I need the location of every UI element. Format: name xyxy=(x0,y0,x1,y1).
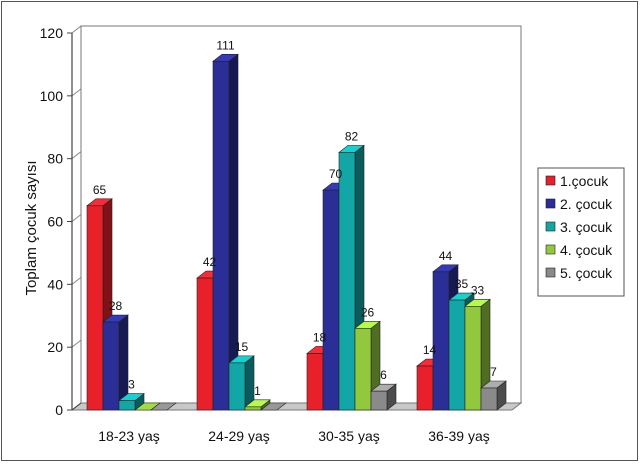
bar-front xyxy=(464,306,482,411)
data-label: 33 xyxy=(471,283,485,297)
y-tick-label: 40 xyxy=(47,276,63,292)
data-label: 65 xyxy=(93,183,107,197)
axis-depth-line xyxy=(71,402,82,411)
bar-front xyxy=(86,205,104,411)
legend-label: 3. çocuk xyxy=(560,219,613,235)
bar xyxy=(464,298,491,411)
bar-top xyxy=(260,402,287,411)
data-label: 82 xyxy=(345,129,359,143)
data-label: 28 xyxy=(109,299,123,313)
data-label: 111 xyxy=(216,38,235,52)
bar xyxy=(260,402,287,411)
bar-front xyxy=(118,400,136,411)
x-category-label: 18-23 yaş xyxy=(98,428,159,444)
data-label: 26 xyxy=(361,305,375,319)
bar xyxy=(480,380,507,411)
data-label: 1 xyxy=(254,384,261,398)
data-label: 18 xyxy=(313,330,327,344)
y-axis-ticks: 0 20 40 60 80 100 120 xyxy=(40,25,72,418)
legend-label: 2. çocuk xyxy=(560,196,613,212)
data-label: 42 xyxy=(203,255,217,269)
data-label: 44 xyxy=(439,249,453,263)
y-tick-label: 120 xyxy=(40,25,64,41)
y-tick-label: 100 xyxy=(40,88,64,104)
bar-front xyxy=(212,60,230,411)
x-category-label: 24-29 yaş xyxy=(208,428,269,444)
bar-front xyxy=(416,365,434,411)
x-axis-categories: 18-23 yaş 24-29 yaş 30-35 yaş 36-39 yaş xyxy=(98,428,489,444)
bar xyxy=(118,392,145,411)
bar-top xyxy=(150,402,177,411)
data-label: 70 xyxy=(329,167,343,181)
bar-front xyxy=(306,353,324,411)
legend-swatch xyxy=(545,198,556,209)
bar xyxy=(370,383,397,411)
y-axis-label: Toplam çocuk sayısı xyxy=(23,160,40,295)
data-label: 6 xyxy=(380,368,387,382)
bars xyxy=(86,53,507,411)
legend-label: 4. çocuk xyxy=(560,242,613,258)
y-tick-label: 80 xyxy=(47,151,63,167)
bar-front xyxy=(196,277,214,411)
data-label: 35 xyxy=(455,277,469,291)
bar xyxy=(212,53,239,411)
legend: 1.çocuk 2. çocuk 3. çocuk 4. çocuk 5. çocuk xyxy=(537,167,625,297)
bar-front xyxy=(480,387,498,411)
data-label: 15 xyxy=(235,340,249,354)
legend-swatch xyxy=(545,267,556,278)
legend-swatch xyxy=(545,244,556,255)
bar xyxy=(102,314,129,411)
data-label: 7 xyxy=(490,365,497,379)
bar xyxy=(150,402,177,411)
bar-front xyxy=(432,271,450,411)
x-category-label: 30-35 yaş xyxy=(318,428,379,444)
x-category-label: 36-39 yaş xyxy=(428,428,489,444)
data-label: 14 xyxy=(423,343,437,357)
bar-front xyxy=(228,362,246,411)
bar-front xyxy=(448,299,466,411)
y-tick-label: 20 xyxy=(47,339,63,355)
bar-front xyxy=(354,328,372,411)
legend-swatch xyxy=(545,221,556,232)
y-tick-label: 0 xyxy=(55,402,63,418)
legend-label: 1.çocuk xyxy=(560,173,609,189)
bar-front xyxy=(244,406,262,411)
data-label: 3 xyxy=(128,378,135,392)
legend-label: 5. çocuk xyxy=(560,265,613,281)
y-tick-label: 60 xyxy=(47,214,63,230)
bar-front xyxy=(370,390,388,411)
bar-front xyxy=(338,152,356,411)
bar-front xyxy=(102,321,120,411)
bar xyxy=(228,355,255,411)
bar-front xyxy=(322,189,340,411)
legend-swatch xyxy=(545,175,556,186)
